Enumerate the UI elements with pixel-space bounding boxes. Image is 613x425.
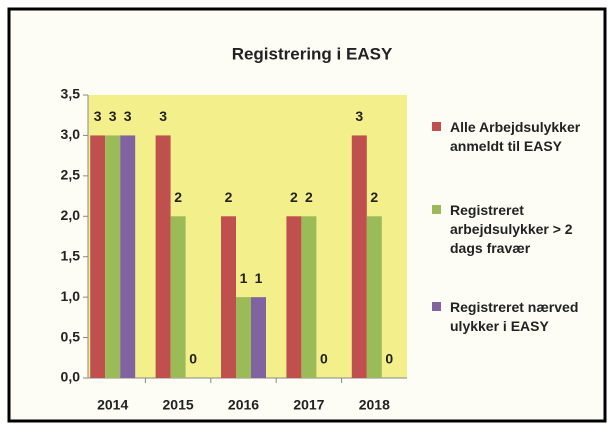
bar: [286, 216, 302, 378]
data-label: 3: [94, 108, 102, 124]
legend-entry: Registreret arbejdsulykker > 2 dags frav…: [432, 201, 602, 258]
bar: [221, 216, 236, 378]
data-label: 2: [370, 189, 378, 205]
bar: [351, 135, 367, 378]
legend-entry: Alle Arbejdsulykker anmeldt til EASY: [432, 118, 602, 156]
legend-label: Registreret nærved ulykker i EASY: [450, 299, 579, 334]
data-label: 2: [225, 189, 233, 205]
legend-label: Registreret arbejdsulykker > 2 dags frav…: [450, 202, 573, 256]
data-label: 1: [255, 270, 263, 286]
bar: [251, 297, 266, 378]
bar: [170, 216, 186, 378]
x-tick-label: 2018: [359, 397, 390, 413]
legend-swatch: [432, 302, 441, 311]
data-label: 3: [124, 108, 132, 124]
chart-title: Registrering i EASY: [232, 44, 393, 63]
x-tick-label: 2016: [228, 397, 259, 413]
legend-label: Alle Arbejdsulykker anmeldt til EASY: [450, 119, 581, 154]
y-tick-label: 1,5: [61, 247, 81, 263]
y-tick-label: 0,5: [61, 328, 81, 344]
legend-swatch: [432, 122, 441, 131]
y-tick-label: 3,5: [61, 86, 81, 102]
data-label: 3: [159, 108, 167, 124]
y-tick-label: 1,0: [61, 288, 81, 304]
bar: [366, 216, 382, 378]
data-label: 3: [109, 108, 117, 124]
bar: [236, 297, 251, 378]
y-tick-label: 0,0: [61, 369, 81, 385]
data-label: 0: [320, 351, 328, 367]
bar: [155, 135, 171, 378]
data-label: 0: [385, 351, 393, 367]
y-tick-label: 2,0: [61, 207, 81, 223]
data-label: 2: [290, 189, 298, 205]
legend-swatch: [432, 205, 441, 214]
x-tick-label: 2017: [293, 397, 324, 413]
bar: [105, 135, 121, 378]
data-label: 2: [305, 189, 313, 205]
x-tick-label: 2014: [97, 397, 128, 413]
data-label: 0: [189, 351, 197, 367]
bar: [301, 216, 317, 378]
data-label: 1: [240, 270, 248, 286]
bar: [90, 135, 106, 378]
data-label: 2: [174, 189, 182, 205]
legend-entry: Registreret nærved ulykker i EASY: [432, 298, 602, 336]
x-tick-label: 2015: [163, 397, 194, 413]
y-tick-label: 2,5: [61, 167, 81, 183]
y-tick-label: 3,0: [61, 126, 81, 142]
data-label: 3: [355, 108, 363, 124]
bar: [120, 135, 136, 378]
